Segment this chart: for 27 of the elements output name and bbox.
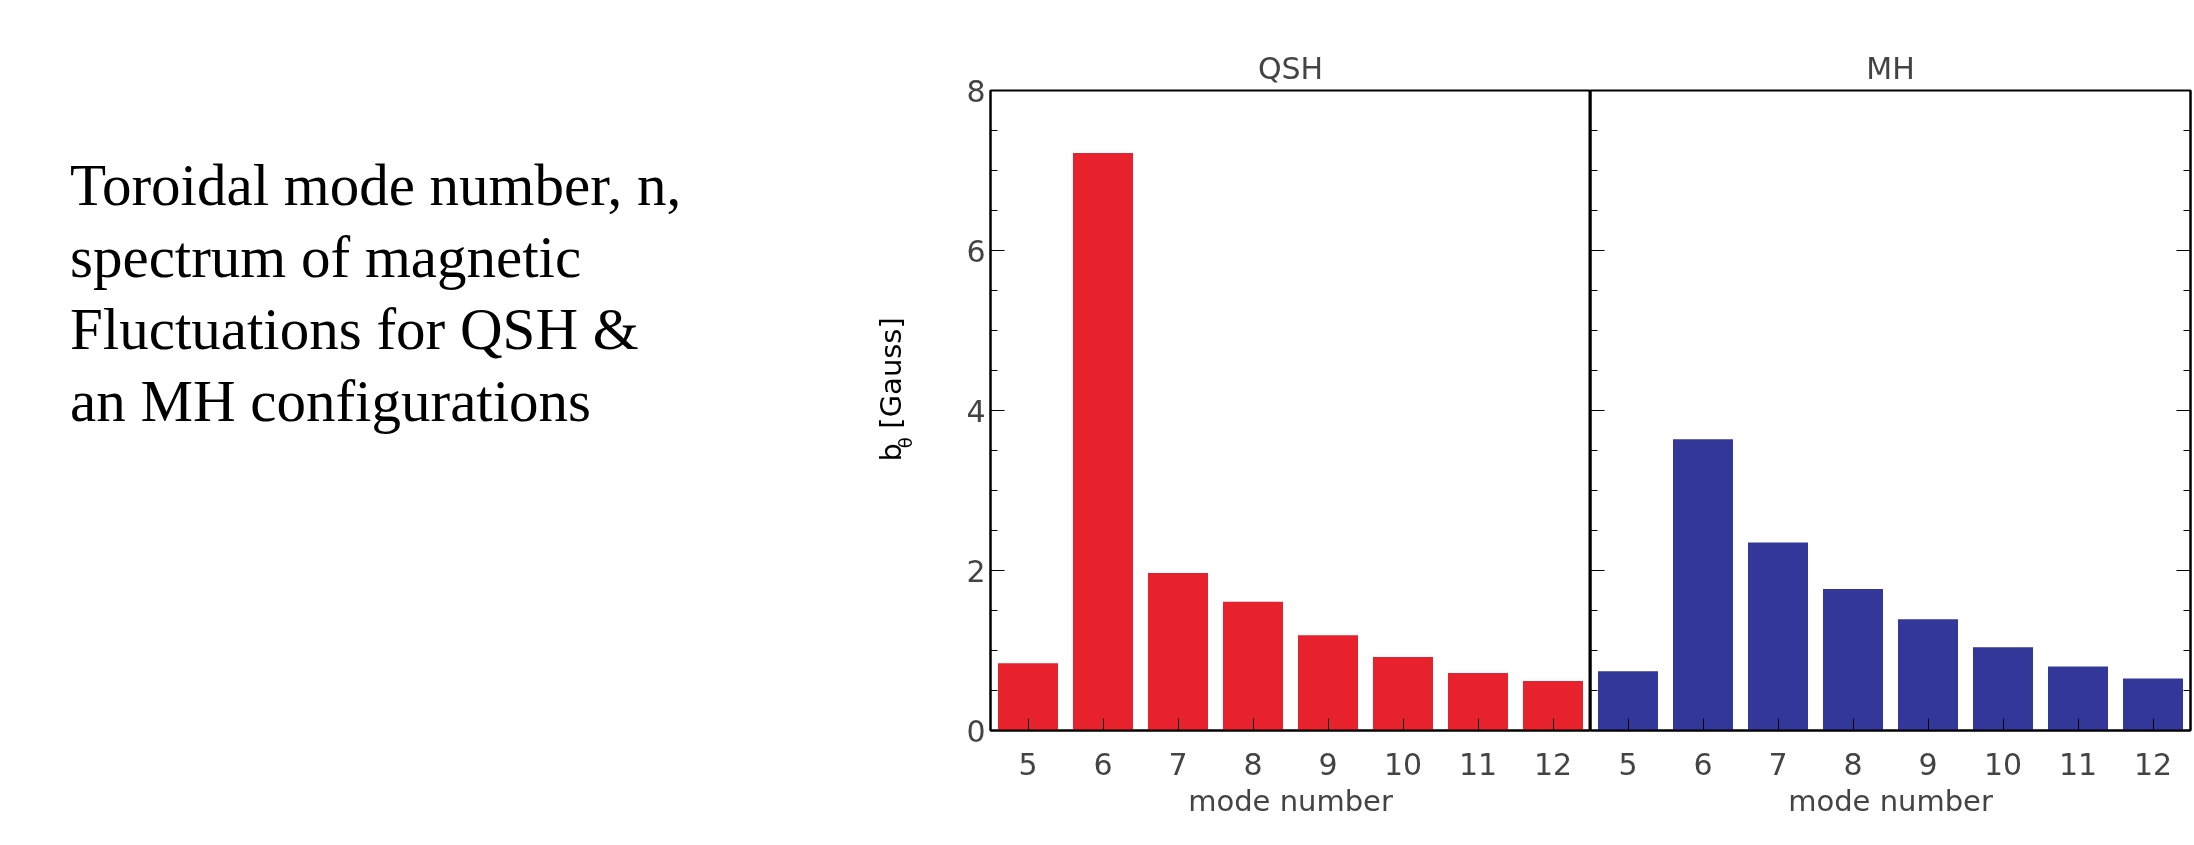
text: Toroidal mode number, n, spectrum of magnetic Fluctuations for QSH & an MH configurations	[69, 151, 682, 436]
y-tick-label: 6	[966, 233, 986, 269]
x-tick-label: 5	[1018, 746, 1038, 782]
x-tick-label: 10	[1983, 746, 2023, 782]
x-tick-label: 12	[1533, 746, 1573, 782]
x-tick-label: 6	[1093, 746, 1113, 782]
chart-title: QSH	[1257, 50, 1324, 86]
x-tick-label: 9	[1918, 746, 1938, 782]
x-tick-label: 7	[1768, 746, 1788, 782]
y-tick-label: 8	[966, 73, 986, 109]
x-tick-label: 8	[1843, 746, 1863, 782]
x-tick-label: 8	[1243, 746, 1263, 782]
chart-title: MH	[1866, 50, 1915, 86]
y-tick-label: 2	[966, 553, 986, 589]
x-tick-label: 9	[1318, 746, 1338, 782]
x-axis-title: mode number	[1188, 783, 1393, 818]
x-tick-label: 12	[2133, 746, 2173, 782]
x-axis-title: mode number	[1788, 783, 1993, 818]
y-tick-label: 4	[966, 393, 986, 429]
y-axis-title: bθ [Gauss]	[874, 317, 916, 462]
x-tick-label: 10	[1383, 746, 1423, 782]
y-tick-label: 0	[966, 713, 986, 749]
x-tick-label: 11	[2058, 746, 2098, 782]
x-tick-label: 11	[1458, 746, 1498, 782]
x-tick-label: 6	[1693, 746, 1713, 782]
x-tick-label: 7	[1168, 746, 1188, 782]
x-tick-label: 5	[1618, 746, 1638, 782]
